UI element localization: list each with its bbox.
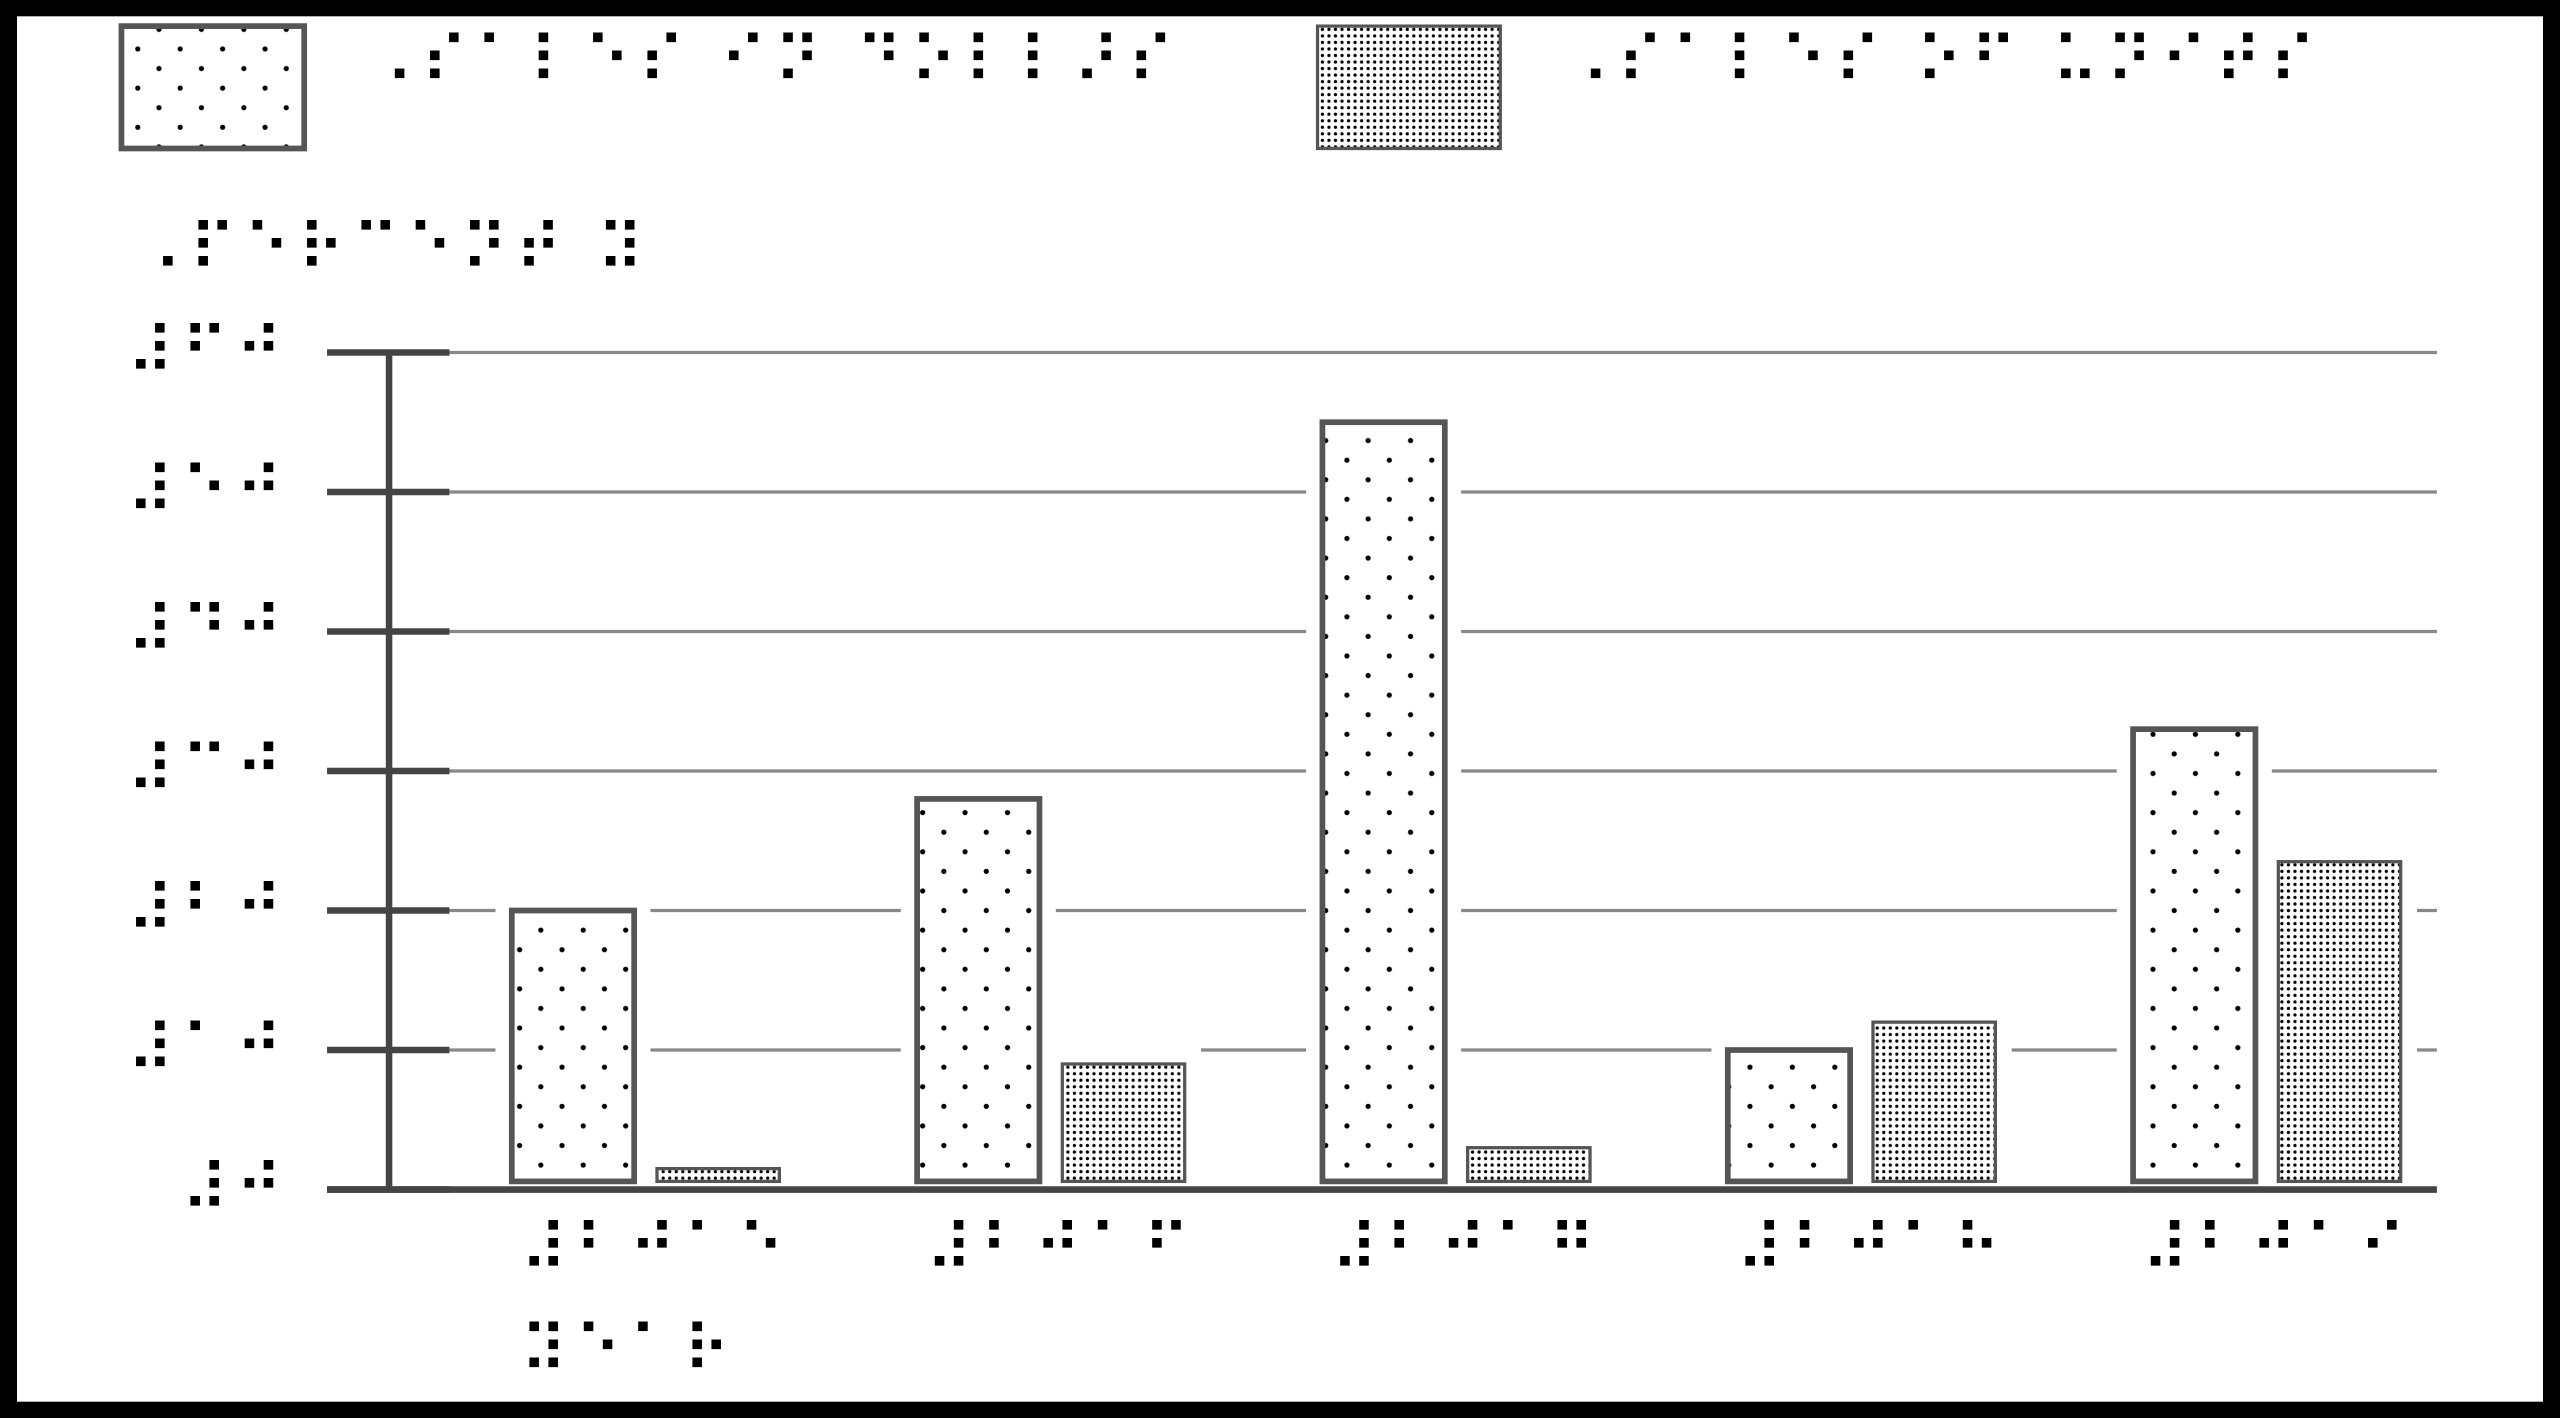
y-tick-label: ⠼⠋⠚	[127, 314, 290, 390]
bar	[1060, 1062, 1187, 1184]
y-tick-label: ⠼⠁⠚	[127, 1011, 290, 1087]
bar	[508, 907, 638, 1185]
legend-label: ⠠⠎⠁⠇⠑⠎ ⠊⠝ ⠙⠕⠇⠇⠜⠎	[366, 23, 1181, 99]
y-axis-title: ⠠⠏⠑⠗⠉⠑⠝⠞ ⠽	[135, 211, 651, 287]
bar	[1871, 1020, 1997, 1184]
legend-label: ⠠⠎⠁⠇⠑⠎ ⠕⠋ ⠥⠝⠊⠞⠎	[1562, 23, 2323, 99]
bar	[1466, 1146, 1592, 1184]
x-tick-label: ⠼⠃⠚⠁⠓	[1736, 1211, 2008, 1287]
y-tick-label: ⠼⠚	[181, 1151, 290, 1227]
x-tick-label: ⠼⠃⠚⠁⠛	[1331, 1211, 1603, 1287]
x-tick-label: ⠼⠃⠚⠁⠑ ⠽⠑⠁⠗	[520, 1211, 792, 1388]
y-tick-label: ⠼⠉⠚	[127, 732, 290, 808]
legend-swatch	[1315, 24, 1502, 151]
bar	[2130, 726, 2259, 1185]
bar	[1724, 1047, 1853, 1185]
legend-swatch	[118, 23, 308, 152]
y-tick-label: ⠼⠃⠚	[127, 872, 290, 948]
x-tick-label: ⠼⠃⠚⠁⠊	[2141, 1211, 2413, 1287]
y-tick-label: ⠼⠑⠚	[127, 453, 290, 529]
bar	[914, 796, 1043, 1185]
bar	[2276, 860, 2403, 1184]
bar	[655, 1166, 782, 1184]
y-tick-label: ⠼⠙⠚	[127, 593, 290, 669]
bar	[1319, 419, 1448, 1185]
x-tick-label: ⠼⠃⠚⠁⠋	[925, 1211, 1197, 1287]
